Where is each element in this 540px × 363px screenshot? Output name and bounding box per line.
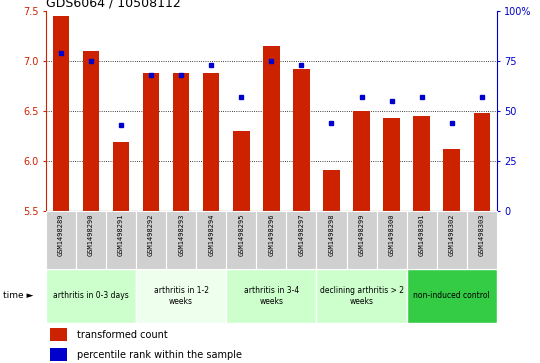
Bar: [53, 16, 69, 211]
Bar: [196, 211, 226, 269]
Bar: [46, 211, 76, 269]
Bar: [136, 269, 226, 323]
Bar: [443, 148, 460, 211]
Text: GSM1498298: GSM1498298: [328, 213, 334, 256]
Bar: [407, 269, 497, 323]
Bar: [263, 46, 280, 211]
Bar: [414, 116, 430, 211]
Bar: [353, 111, 370, 211]
Bar: [467, 211, 497, 269]
Text: non-induced control: non-induced control: [413, 291, 490, 300]
Text: GSM1498299: GSM1498299: [359, 213, 364, 256]
Text: GSM1498300: GSM1498300: [389, 213, 395, 256]
Text: arthritis in 0-3 days: arthritis in 0-3 days: [53, 291, 129, 300]
Text: GSM1498292: GSM1498292: [148, 213, 154, 256]
Text: GSM1498302: GSM1498302: [449, 213, 455, 256]
Text: GSM1498289: GSM1498289: [58, 213, 64, 256]
Bar: [316, 211, 347, 269]
Text: GDS6064 / 10508112: GDS6064 / 10508112: [46, 0, 181, 10]
Text: time ►: time ►: [3, 291, 33, 300]
Text: GSM1498296: GSM1498296: [268, 213, 274, 256]
Bar: [106, 211, 136, 269]
Bar: [383, 118, 400, 211]
Bar: [136, 211, 166, 269]
Text: arthritis in 1-2
weeks: arthritis in 1-2 weeks: [154, 286, 208, 306]
Text: GSM1498293: GSM1498293: [178, 213, 184, 256]
Text: percentile rank within the sample: percentile rank within the sample: [77, 350, 242, 360]
Bar: [173, 73, 190, 211]
Bar: [474, 113, 490, 211]
Bar: [293, 69, 309, 211]
Text: declining arthritis > 2
weeks: declining arthritis > 2 weeks: [320, 286, 403, 306]
Bar: [286, 211, 316, 269]
Bar: [323, 170, 340, 211]
Bar: [256, 211, 286, 269]
Text: GSM1498291: GSM1498291: [118, 213, 124, 256]
Bar: [347, 211, 376, 269]
Bar: [83, 51, 99, 211]
Bar: [46, 269, 136, 323]
Bar: [376, 211, 407, 269]
Bar: [113, 142, 129, 211]
Text: GSM1498294: GSM1498294: [208, 213, 214, 256]
Bar: [50, 328, 66, 341]
Text: GSM1498297: GSM1498297: [299, 213, 305, 256]
Bar: [226, 211, 256, 269]
Bar: [407, 211, 437, 269]
Text: GSM1498301: GSM1498301: [418, 213, 424, 256]
Bar: [226, 269, 316, 323]
Text: transformed count: transformed count: [77, 330, 168, 340]
Text: arthritis in 3-4
weeks: arthritis in 3-4 weeks: [244, 286, 299, 306]
Bar: [233, 131, 249, 211]
Bar: [316, 269, 407, 323]
Text: GSM1498290: GSM1498290: [88, 213, 94, 256]
Text: GSM1498303: GSM1498303: [479, 213, 485, 256]
Bar: [76, 211, 106, 269]
Bar: [203, 73, 219, 211]
Bar: [143, 73, 159, 211]
Text: GSM1498295: GSM1498295: [238, 213, 244, 256]
Bar: [437, 211, 467, 269]
Bar: [50, 348, 66, 362]
Bar: [166, 211, 196, 269]
